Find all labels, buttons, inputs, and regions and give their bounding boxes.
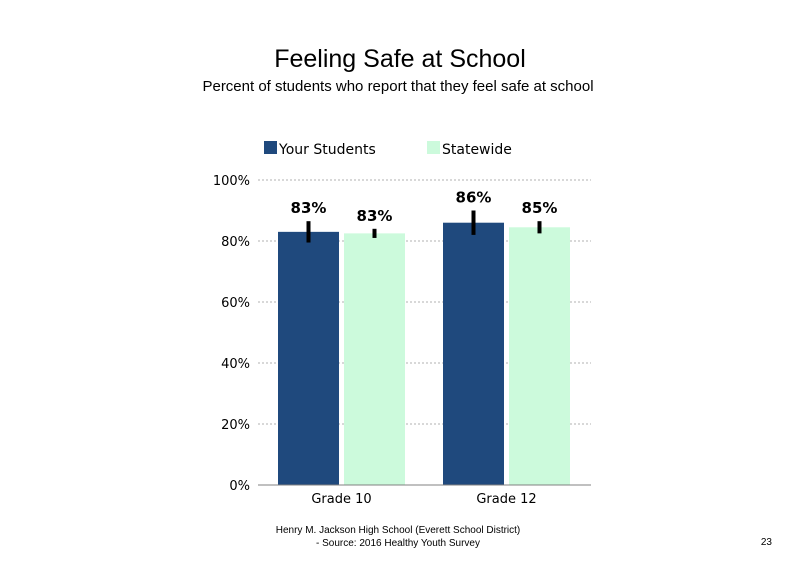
- x-tick-label: Grade 12: [476, 492, 536, 507]
- data-label: 85%: [522, 199, 558, 217]
- y-tick-label: 60%: [221, 296, 250, 311]
- footer-school: Henry M. Jackson High School (Everett Sc…: [275, 525, 521, 536]
- bar: [278, 231, 339, 485]
- y-tick-label: 20%: [221, 418, 250, 433]
- error-bars: [306, 210, 542, 243]
- footer-survey: - Source: 2016 Healthy Youth Survey: [316, 538, 480, 549]
- data-label: 86%: [456, 189, 492, 207]
- legend-label-statewide: Statewide: [442, 142, 512, 158]
- data-label: 83%: [357, 207, 393, 225]
- chart-subtitle: Percent of students who report that they…: [202, 78, 594, 95]
- bars: [278, 222, 570, 485]
- legend-swatch-your-students: [264, 141, 277, 154]
- x-axis-ticks: Grade 10 Grade 12: [311, 492, 536, 507]
- legend-swatch-statewide: [427, 141, 440, 154]
- data-labels: 83% 83% 86% 85%: [291, 189, 558, 225]
- legend-label-your-students: Your Students: [278, 142, 376, 158]
- bar: [443, 222, 504, 485]
- y-tick-label: 40%: [221, 357, 250, 372]
- y-tick-label: 0%: [229, 479, 250, 494]
- legend: Your Students Statewide: [264, 141, 512, 158]
- y-tick-label: 80%: [221, 235, 250, 250]
- x-tick-label: Grade 10: [311, 492, 371, 507]
- y-tick-label: 100%: [213, 174, 250, 189]
- bar: [344, 233, 405, 485]
- chart-title: Feeling Safe at School: [274, 45, 526, 73]
- bar: [509, 227, 570, 485]
- y-axis-ticks: 0% 20% 40% 60% 80% 100%: [213, 174, 250, 494]
- page-number: 23: [760, 537, 772, 548]
- footer-source: Henry M. Jackson High School (Everett Sc…: [248, 524, 548, 550]
- data-label: 83%: [291, 199, 327, 217]
